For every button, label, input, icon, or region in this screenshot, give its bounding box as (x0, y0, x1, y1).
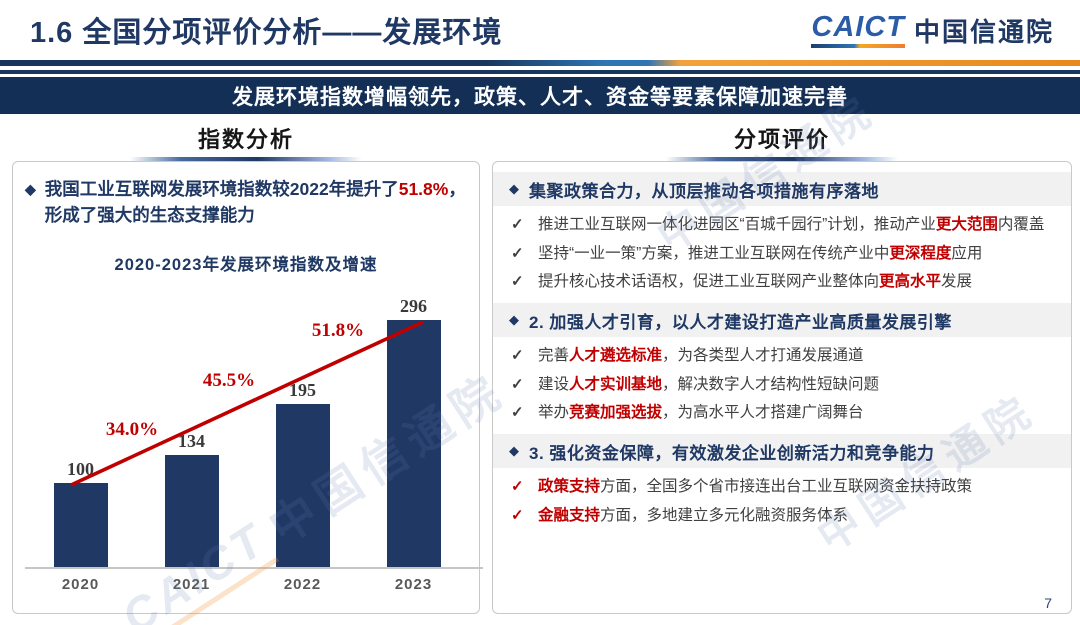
bar-value-label: 134 (178, 430, 205, 451)
bar-2020 (53, 483, 108, 567)
check-icon: ✓ (511, 375, 524, 393)
x-axis-tick: 2023 (394, 575, 433, 593)
check-icon: ✓ (511, 216, 524, 233)
check-item-text: 政策支持方面，全国多个省市接连出台工业互联网资金扶持政策 (538, 478, 973, 496)
x-axis-tick: 2021 (172, 575, 211, 593)
check-icon: ✓ (511, 244, 524, 262)
key-finding: ◆ 我国工业互联网发展环境指数较2022年提升了51.8%，形成了强大的生态支撑… (25, 176, 467, 229)
bar-value-label: 296 (400, 295, 427, 316)
check-item: ✓ 坚持“一业一策”方案，推进工业互联网在传统产业中更深程度应用 (493, 243, 1071, 265)
right-column-title: 分项评价 (492, 122, 1072, 161)
header-divider-navy (0, 70, 1080, 74)
key-message-text: 发展环境指数增幅领先，政策、人才、资金等要素保障加速完善 (232, 85, 848, 109)
section-header: ◆ 集聚政策合力，从顶层推动各项措施有序落地 (493, 172, 1071, 206)
x-axis-tick: 2020 (61, 575, 100, 593)
diamond-bullet-icon: ◆ (509, 312, 519, 328)
content-panels: ◆ 我国工业互联网发展环境指数较2022年提升了51.8%，形成了强大的生态支撑… (0, 161, 1080, 614)
key-message-banner: 发展环境指数增幅领先，政策、人才、资金等要素保障加速完善 (0, 77, 1080, 114)
check-item-text: 坚持“一业一策”方案，推进工业互联网在传统产业中更深程度应用 (538, 244, 983, 262)
section-header-text: 集聚政策合力，从顶层推动各项措施有序落地 (529, 181, 879, 201)
title-underline (666, 157, 898, 161)
growth-rate-label: 45.5% (202, 369, 256, 391)
chart-title: 2020-2023年发展环境指数及增速 (114, 255, 378, 274)
check-icon: ✓ (511, 506, 524, 524)
section-header: ◆ 3. 强化资金保障，有效激发企业创新活力和竞争能力 (493, 434, 1071, 469)
check-item-text: 推进工业互联网一体化进园区“百城千园行”计划，推动产业更大范围内覆盖 (538, 216, 1045, 233)
chart-plot: 100 134 195 296 34.0% 45.5% 51.8% (25, 296, 469, 567)
section-header-text: 2. 加强人才引育，以人才建设打造产业高质量发展引擎 (529, 312, 952, 332)
page-title: 1.6 全国分项评价分析——发展环境 (30, 17, 503, 49)
diamond-bullet-icon: ◆ (509, 443, 519, 459)
evaluation-list: ◆ 集聚政策合力，从顶层推动各项措施有序落地 ✓ 推进工业互联网一体化进园区“百城千园… (493, 172, 1071, 527)
x-axis-labels: 2020 2021 2022 2023 (25, 576, 469, 593)
check-item: ✓ 推进工业互联网一体化进园区“百城千园行”计划，推动产业更大范围内覆盖 (493, 214, 1071, 236)
bar-chart: 100 134 195 296 34.0% 45.5% 51.8% 2020 2021 2022… (25, 296, 483, 593)
bar-value-label: 100 (67, 459, 94, 480)
bar-2023 (386, 319, 441, 567)
column-titles: 指数分析 分项评价 (0, 114, 1080, 161)
diamond-bullet-icon: ◆ (25, 181, 36, 197)
check-item-text: 完善人才遴选标准，为各类型人才打通发展通道 (538, 347, 864, 365)
growth-rate-label: 51.8% (311, 319, 365, 341)
slide-header: 1.6 全国分项评价分析——发展环境 CAICT 中国信通院 (0, 0, 1080, 60)
check-icon: ✓ (511, 273, 524, 291)
bar-2022 (275, 404, 330, 567)
growth-rate-label: 34.0% (105, 418, 159, 440)
x-axis-tick: 2022 (283, 575, 322, 593)
bar-2021 (164, 454, 219, 567)
check-icon: ✓ (511, 404, 524, 422)
caict-logo-underline (811, 43, 905, 48)
bar-value-label: 195 (289, 380, 316, 400)
check-icon: ✓ (511, 347, 524, 365)
diamond-bullet-icon: ◆ (509, 181, 519, 196)
check-item-text: 提升核心技术话语权，促进工业互联网产业整体向更高水平发展 (538, 273, 973, 291)
evaluation-panel: ◆ 集聚政策合力，从顶层推动各项措施有序落地 ✓ 推进工业互联网一体化进园区“百城千园… (492, 161, 1072, 614)
title-underline (130, 157, 362, 161)
check-item-text: 金融支持方面，多地建立多元化融资服务体系 (538, 506, 849, 524)
check-item: ✓ 建设人才实训基地，解决数字人才结构性短缺问题 (493, 374, 1071, 396)
caict-logo-en: CAICT (811, 10, 905, 48)
key-finding-text: 我国工业互联网发展环境指数较2022年提升了51.8%，形成了强大的生态支撑能力 (44, 179, 466, 226)
caict-logo-text: CAICT (811, 10, 905, 43)
caict-logo-chinese: 中国信通院 (913, 16, 1054, 47)
left-column-title: 指数分析 (12, 122, 480, 161)
caict-logo: CAICT 中国信通院 (811, 12, 1054, 49)
check-item: ✓ 提升核心技术话语权，促进工业互联网产业整体向更高水平发展 (493, 271, 1071, 293)
page-number: 7 (1044, 595, 1052, 611)
check-item-text: 建设人才实训基地，解决数字人才结构性短缺问题 (538, 375, 880, 393)
header-divider-gradient (0, 60, 1080, 66)
x-axis-line (25, 566, 483, 569)
growth-line (70, 319, 424, 487)
index-analysis-panel: ◆ 我国工业互联网发展环境指数较2022年提升了51.8%，形成了强大的生态支撑… (12, 161, 483, 614)
check-item: ✓ 政策支持方面，全国多个省市接连出台工业互联网资金扶持政策 (493, 476, 1071, 498)
check-item: ✓ 举办竞赛加强选拔，为高水平人才搭建广阔舞台 (493, 402, 1071, 424)
section-header: ◆ 2. 加强人才引育，以人才建设打造产业高质量发展引擎 (493, 303, 1071, 338)
check-icon: ✓ (511, 478, 524, 496)
check-item: ✓ 完善人才遴选标准，为各类型人才打通发展通道 (493, 345, 1071, 367)
check-item-text: 举办竞赛加强选拔，为高水平人才搭建广阔舞台 (538, 404, 864, 422)
section-header-text: 3. 强化资金保障，有效激发企业创新活力和竞争能力 (529, 443, 935, 463)
check-item: ✓ 金融支持方面，多地建立多元化融资服务体系 (493, 505, 1071, 527)
